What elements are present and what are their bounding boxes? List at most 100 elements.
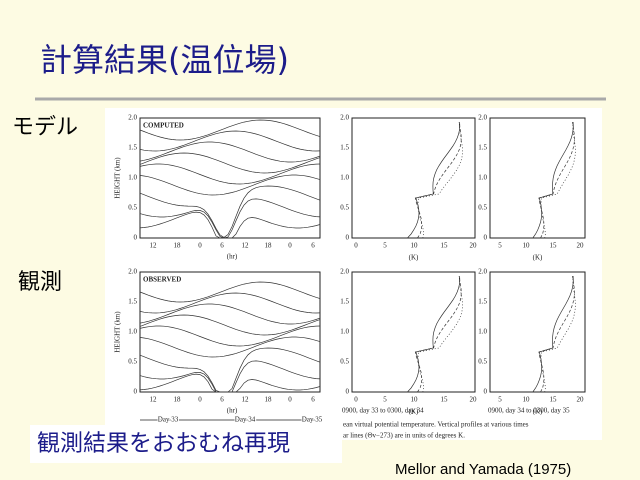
profile-line bbox=[532, 121, 574, 239]
contour-line bbox=[139, 185, 321, 238]
y-tick-label: 1.0 bbox=[128, 174, 137, 182]
y-tick-label: 0 bbox=[484, 234, 488, 242]
profile-line bbox=[540, 275, 576, 393]
profile-caption: 0900, day 34 to 0300, day 35 bbox=[488, 407, 570, 415]
time-tick-label: 0 bbox=[198, 242, 202, 250]
contour-line bbox=[139, 174, 321, 196]
y-tick-label: 2.0 bbox=[128, 114, 137, 122]
y-tick-label: 0.5 bbox=[478, 358, 487, 366]
time-tick-label: 12 bbox=[150, 396, 158, 404]
day-label: Day 33 bbox=[158, 416, 179, 424]
profile-tick-label: 5 bbox=[498, 396, 502, 404]
time-tick-label: 6 bbox=[311, 396, 315, 404]
y-tick-label: 1.5 bbox=[340, 144, 349, 152]
y-tick-label: 0.5 bbox=[128, 358, 137, 366]
profile-tick-label: 20 bbox=[470, 242, 478, 250]
profile-tick-label: 10 bbox=[523, 396, 531, 404]
y-axis-label: HEIGHT (km) bbox=[114, 157, 122, 199]
figure-caption: ean virtual potential temperature. Verti… bbox=[343, 421, 529, 429]
y-tick-label: 2.0 bbox=[128, 268, 137, 276]
y-tick-label: 2.0 bbox=[478, 114, 487, 122]
y-tick-label: 1.5 bbox=[478, 298, 487, 306]
time-tick-label: 18 bbox=[174, 396, 182, 404]
figure: COMPUTED HEIGHT (km) 2.0 2.0 2.0 1.5 1.5 1.5 1.0… bbox=[105, 108, 602, 440]
time-tick-label: 6 bbox=[220, 396, 224, 404]
slide-title: 計算結果(温位場) bbox=[40, 41, 289, 79]
y-tick-label: 0 bbox=[346, 388, 350, 396]
y-tick-label: 0 bbox=[346, 234, 350, 242]
contour-line bbox=[139, 314, 321, 336]
profile-line bbox=[407, 275, 461, 393]
profile-tick-label: 5 bbox=[498, 242, 502, 250]
contour-line bbox=[139, 336, 321, 358]
summary: 観測結果をおおむね再現 bbox=[37, 431, 290, 457]
contour-line bbox=[139, 373, 321, 393]
panel-label: COMPUTED bbox=[143, 122, 184, 130]
y-tick-label: 1.5 bbox=[128, 298, 137, 306]
profile-line bbox=[414, 121, 462, 239]
y-tick-label: 1.5 bbox=[478, 144, 487, 152]
contour-line bbox=[139, 141, 321, 163]
profile-line bbox=[407, 121, 461, 239]
row-label: 観測 bbox=[18, 270, 62, 295]
time-tick-label: 0 bbox=[288, 242, 292, 250]
figure-background bbox=[105, 108, 602, 440]
profile-unit: (K) bbox=[409, 408, 419, 416]
profile-line bbox=[538, 275, 575, 393]
y-tick-label: 0.5 bbox=[478, 204, 487, 212]
profile-tick-label: 20 bbox=[470, 396, 478, 404]
profile-caption: 0900, day 33 to 0300, day 34 bbox=[342, 407, 424, 415]
day-label: Day 35 bbox=[302, 416, 323, 424]
y-tick-label: 0 bbox=[134, 388, 138, 396]
y-tick-label: 0.5 bbox=[340, 358, 349, 366]
time-tick-label: 18 bbox=[265, 396, 273, 404]
contour-line bbox=[139, 163, 321, 185]
profile-unit: (K) bbox=[533, 408, 543, 416]
time-tick-label: 12 bbox=[242, 242, 250, 250]
y-tick-label: 1.0 bbox=[478, 328, 487, 336]
time-tick-label: 6 bbox=[311, 242, 315, 250]
y-tick-label: 1.0 bbox=[478, 174, 487, 182]
contour-line bbox=[139, 281, 321, 303]
y-tick-label: 0.5 bbox=[340, 204, 349, 212]
profile-tick-label: 5 bbox=[383, 242, 387, 250]
y-tick-label: 1.0 bbox=[128, 328, 137, 336]
profile-tick-label: 15 bbox=[441, 242, 449, 250]
y-tick-label: 0.5 bbox=[128, 204, 137, 212]
row-label: モデル bbox=[12, 115, 78, 140]
profile-tick-label: 20 bbox=[577, 396, 585, 404]
time-tick-label: 12 bbox=[242, 396, 250, 404]
profile-unit: (K) bbox=[533, 254, 543, 262]
time-tick-label: 0 bbox=[288, 396, 292, 404]
citation: Mellor and Yamada (1975) bbox=[395, 461, 571, 478]
y-axis-label: HEIGHT (km) bbox=[114, 311, 122, 353]
profile-tick-label: 15 bbox=[441, 396, 449, 404]
y-tick-label: 1.5 bbox=[340, 298, 349, 306]
time-tick-label: 0 bbox=[198, 396, 202, 404]
contour-line bbox=[139, 303, 321, 325]
profile-unit: (K) bbox=[409, 254, 419, 262]
contour-line bbox=[139, 347, 321, 393]
profile-line bbox=[538, 121, 575, 239]
panel-frame bbox=[351, 271, 476, 393]
profile-tick-label: 10 bbox=[411, 242, 419, 250]
profile-tick-label: 0 bbox=[354, 396, 358, 404]
profile-line bbox=[417, 275, 463, 393]
profile-line bbox=[417, 121, 463, 239]
y-tick-label: 0 bbox=[134, 234, 138, 242]
y-tick-label: 1.0 bbox=[340, 174, 349, 182]
time-axis-label: (hr) bbox=[227, 407, 238, 415]
profile-tick-label: 5 bbox=[383, 396, 387, 404]
day-label: Day 34 bbox=[235, 416, 256, 424]
y-tick-label: 2.0 bbox=[478, 268, 487, 276]
contour-line bbox=[139, 211, 321, 239]
y-tick-label: 1.5 bbox=[128, 144, 137, 152]
time-tick-label: 18 bbox=[174, 242, 182, 250]
profile-tick-label: 20 bbox=[577, 242, 585, 250]
contour-line bbox=[139, 198, 321, 239]
profile-line bbox=[540, 121, 576, 239]
panel-frame bbox=[489, 117, 586, 239]
contour-line bbox=[139, 152, 321, 174]
contour-line bbox=[139, 130, 321, 152]
y-tick-label: 2.0 bbox=[340, 114, 349, 122]
